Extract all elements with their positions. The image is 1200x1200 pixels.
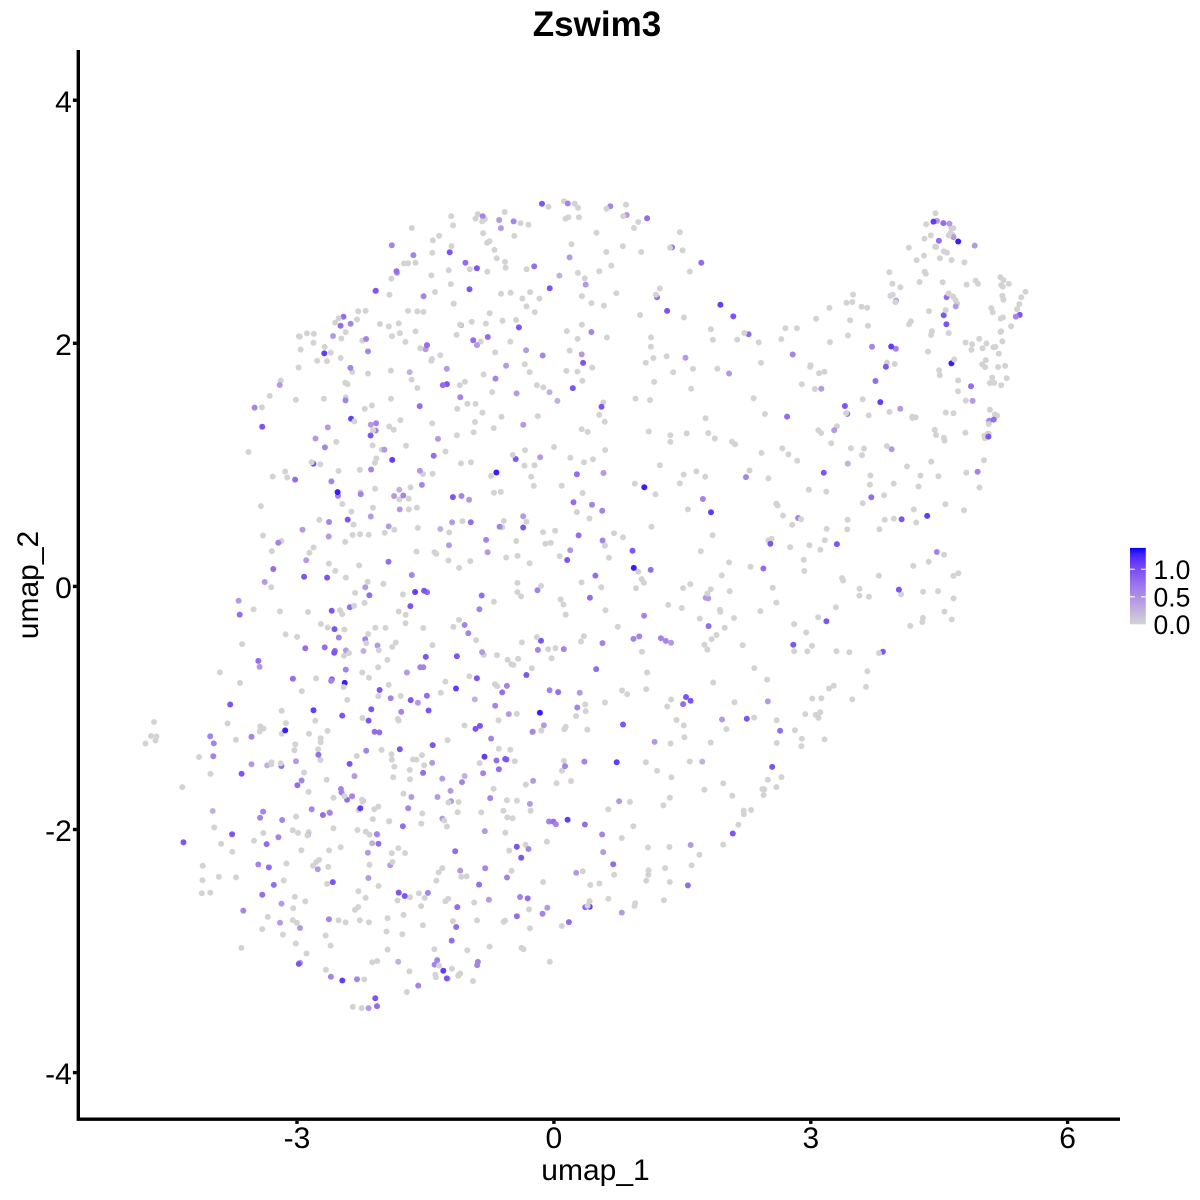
svg-text:umap_1: umap_1: [541, 1154, 649, 1187]
svg-text:0.5: 0.5: [1154, 582, 1191, 612]
svg-text:1.0: 1.0: [1154, 555, 1191, 585]
svg-text:0: 0: [55, 572, 72, 605]
svg-text:-3: -3: [284, 1122, 311, 1155]
svg-text:0: 0: [546, 1122, 563, 1155]
svg-text:Zswim3: Zswim3: [533, 5, 661, 44]
svg-text:-2: -2: [45, 815, 72, 848]
svg-text:0.0: 0.0: [1154, 610, 1191, 640]
svg-text:4: 4: [55, 86, 72, 119]
svg-text:2: 2: [55, 329, 72, 362]
svg-text:umap_2: umap_2: [12, 531, 45, 639]
svg-text:6: 6: [1059, 1122, 1076, 1155]
svg-text:3: 3: [802, 1122, 819, 1155]
svg-text:-4: -4: [45, 1058, 72, 1091]
